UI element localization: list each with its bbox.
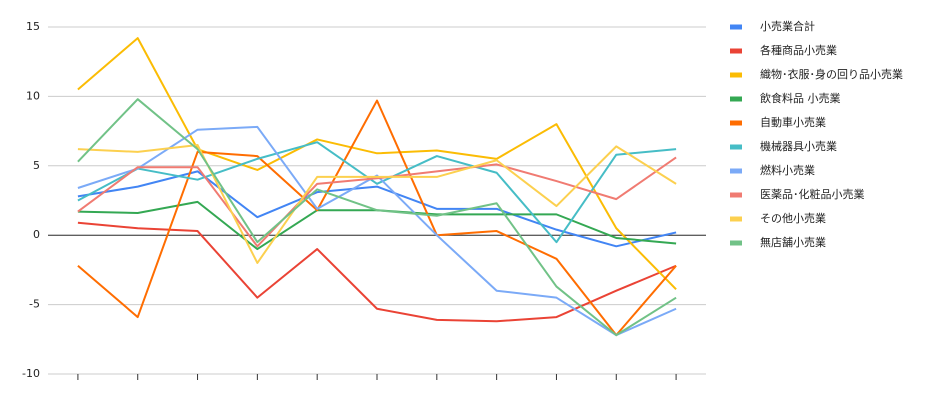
legend-label: 機械器具小売業 [760, 139, 837, 153]
y-tick-label: -10 [22, 367, 40, 380]
y-tick-label: 15 [26, 20, 40, 33]
series-line [77, 200, 677, 251]
legend-label: 自動車小売業 [760, 115, 826, 129]
series-line [77, 141, 677, 244]
series-line [77, 37, 677, 291]
legend-swatch [730, 240, 742, 246]
y-tick-label: 0 [33, 228, 40, 241]
legend-swatch [730, 24, 742, 30]
legend-swatch [730, 120, 742, 126]
y-tick-label: 10 [26, 89, 40, 102]
y-tick-label: 5 [33, 159, 40, 172]
series-line [77, 143, 677, 264]
series-line [77, 98, 677, 337]
legend-label: その他小売業 [760, 212, 826, 225]
legend-swatch [730, 96, 742, 102]
legend-label: 燃料小売業 [760, 163, 815, 177]
y-tick-label: -5 [29, 298, 40, 311]
legend-swatch [730, 168, 742, 174]
legend-label: 各種商品小売業 [760, 43, 837, 57]
legend-swatch [730, 216, 742, 222]
legend-swatch [730, 48, 742, 54]
legend-label: 飲食料品 小売業 [760, 91, 841, 105]
legend-label: 無店舗小売業 [760, 235, 826, 249]
legend-swatch [730, 192, 742, 198]
legend-swatch [730, 144, 742, 150]
series-line [77, 99, 677, 337]
series-line [77, 221, 677, 323]
legend-swatch [730, 72, 742, 78]
legend-label: 小売業合計 [760, 19, 815, 33]
legend-label: 織物･衣服･身の回り品小売業 [760, 67, 903, 81]
legend-label: 医薬品･化粧品小売業 [760, 187, 865, 201]
series-line [77, 125, 677, 337]
